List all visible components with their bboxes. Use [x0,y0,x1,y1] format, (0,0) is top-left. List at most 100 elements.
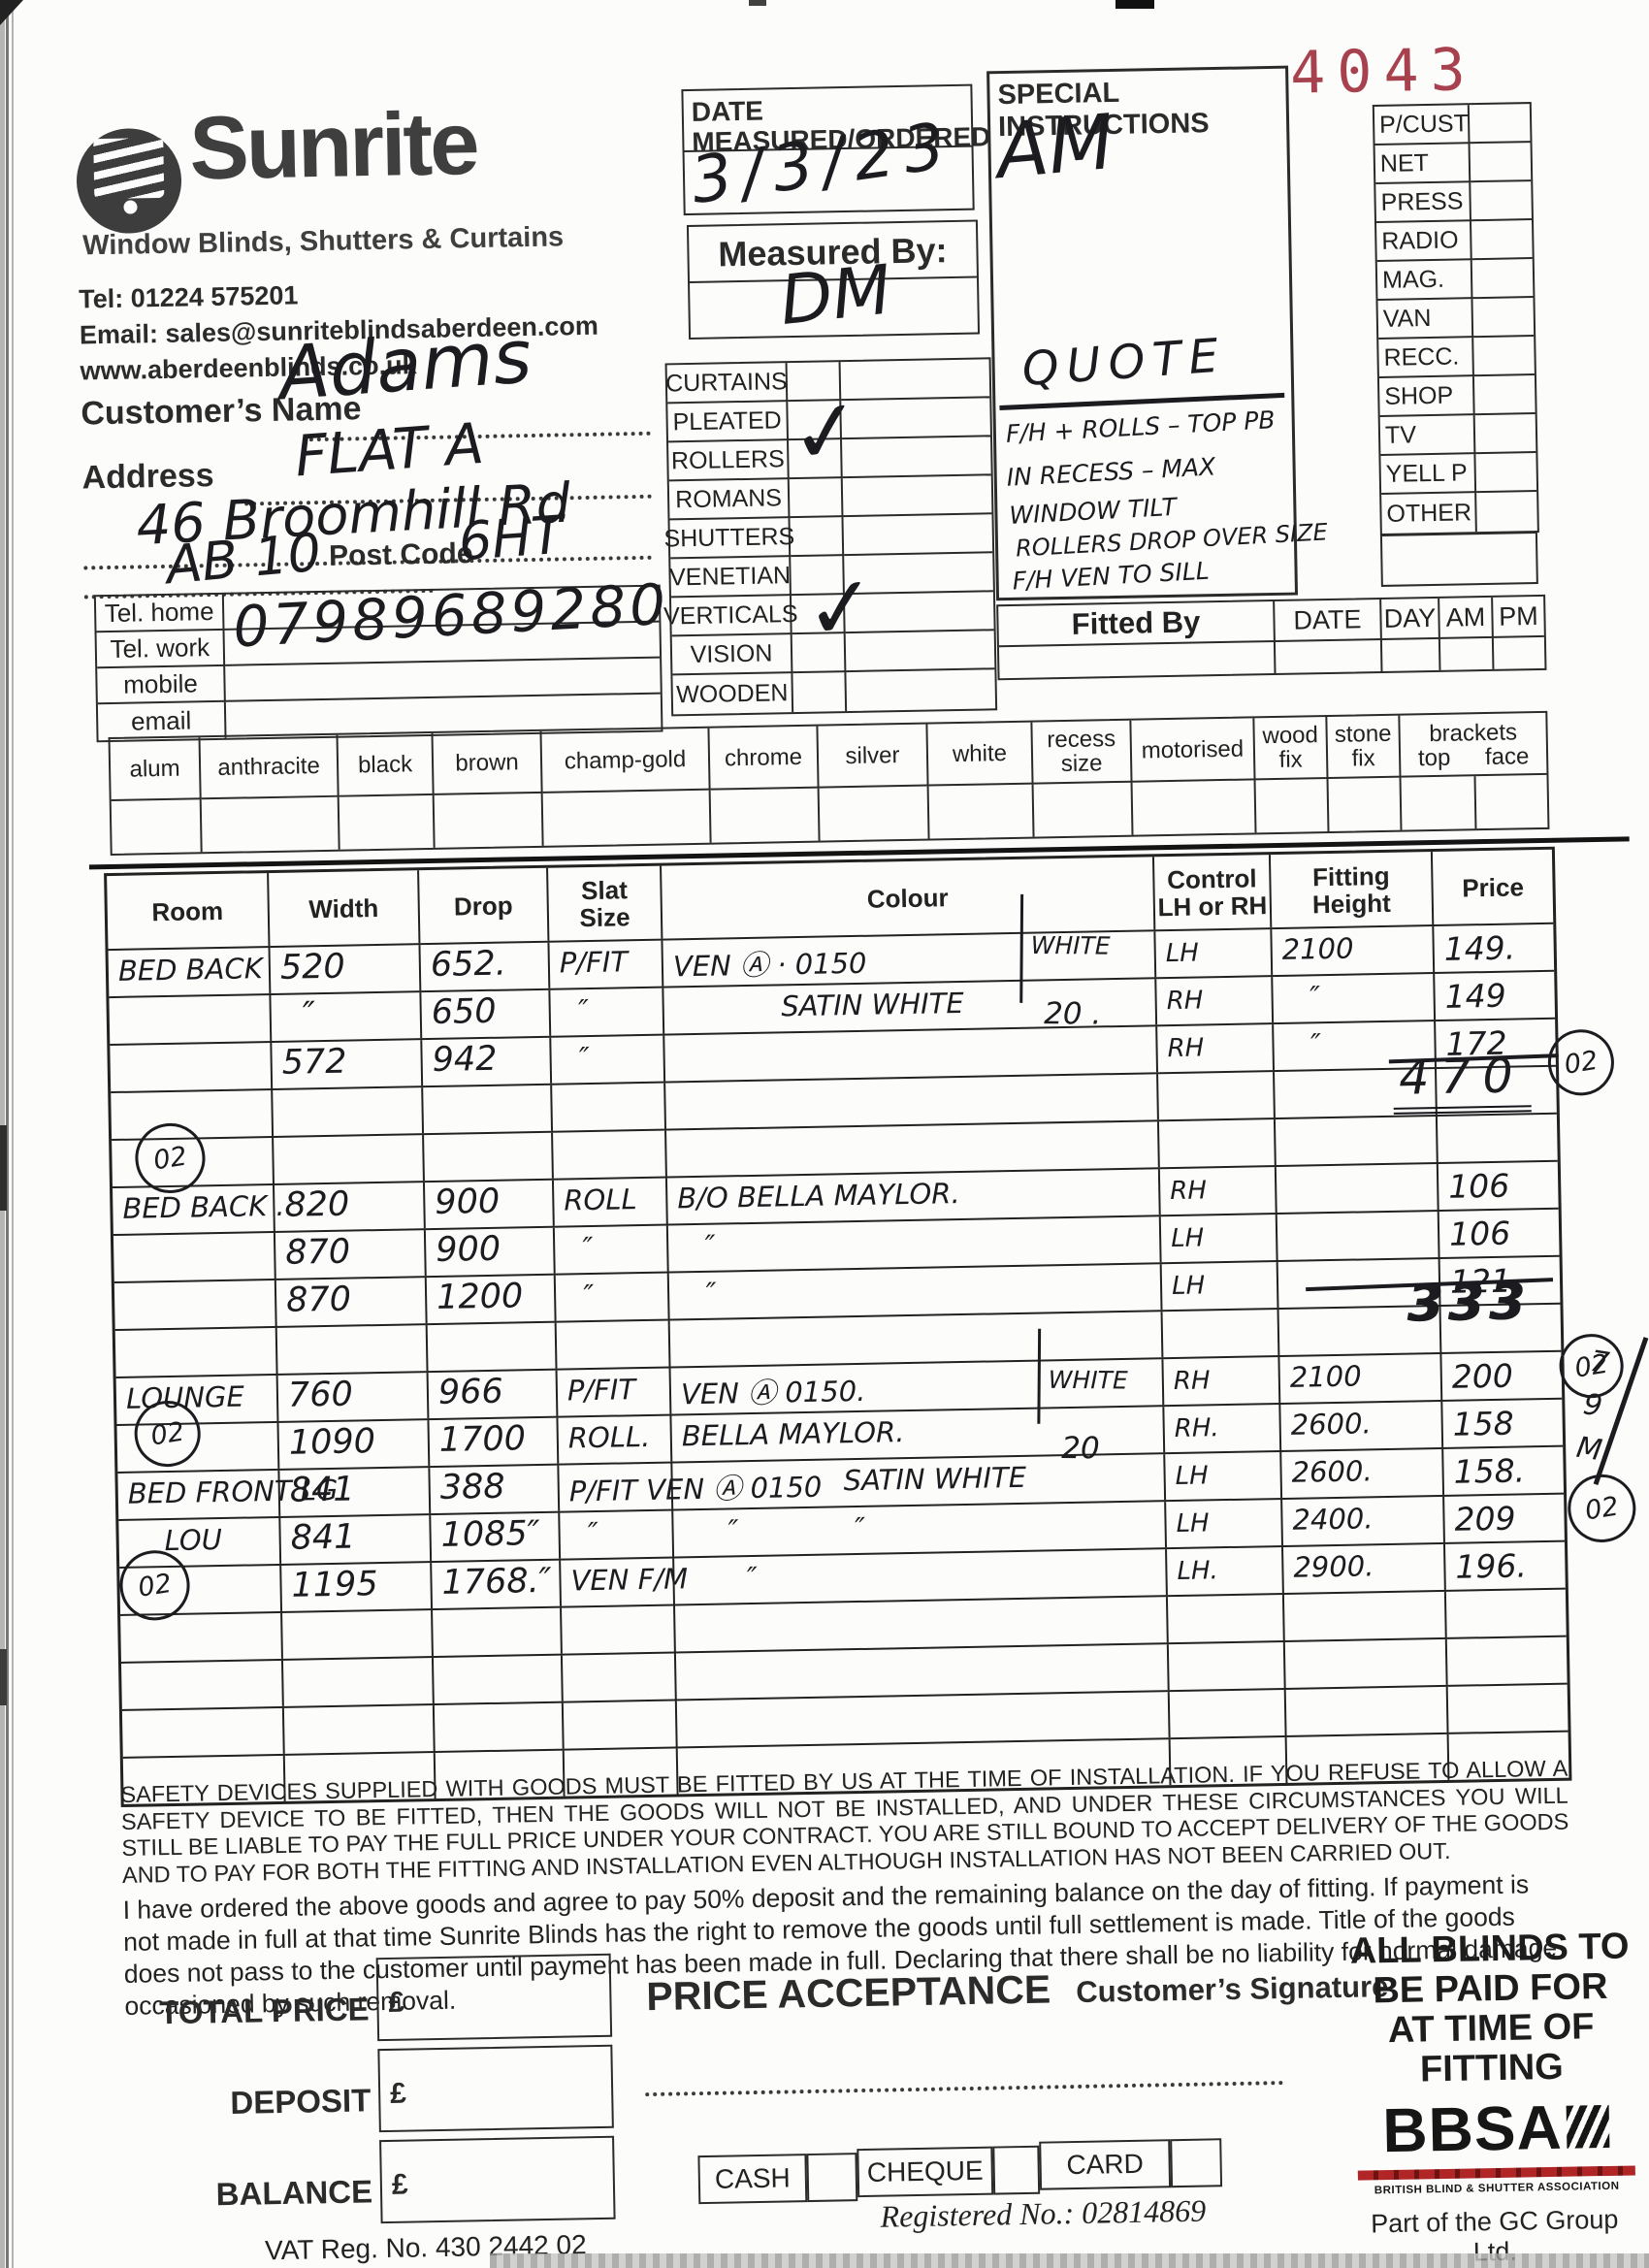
fitted-day-cell [1381,638,1441,671]
scan-edge-mark [0,1125,7,1211]
lead-check-cell [1471,181,1532,222]
order-cell-handwriting: ″ [678,1276,717,1311]
order-cell-control: RH [1163,1357,1281,1406]
scan-corner-mark [0,0,23,25]
order-cell-handwriting: LH [1175,1461,1209,1492]
order-cell-handwriting: ″ [684,1560,759,1596]
order-cell-price: 196. [1445,1542,1566,1590]
order-cell-handwriting: ″ [569,1515,599,1550]
product-label: WOODEN [672,673,794,715]
finish-label: chrome [709,726,820,791]
order-cell-control: LH [1165,1451,1283,1501]
special-note-line: IN RECESS – MAX [1006,452,1216,492]
order-cell-slat [562,1653,677,1701]
finish-label: alum [110,737,202,801]
lead-label: OTHER [1381,493,1477,534]
fitted-by-cell [998,641,1277,679]
pound-sign: £ [391,2168,408,2201]
product-label: PLEATED [667,402,790,443]
order-cell-width [282,1610,434,1659]
address-value3: AB 10 [163,521,324,597]
product-extra-cell [841,398,990,440]
header-control: Control LH or RH [1153,855,1273,930]
order-cell-width: 760 [277,1373,430,1421]
group1-total: 470 [1392,1048,1532,1115]
order-cell-handwriting: 106 [1448,1214,1511,1253]
order-cell-handwriting: 1085″ [440,1514,541,1555]
order-table: Room Width Drop Slat Size Colour Control… [104,846,1649,1807]
bbsa-logo: BBSA BRITISH BLIND & SHUTTER ASSOCIATION [1356,2090,1635,2196]
order-cell-colour: ″ [674,1549,1168,1604]
special-corner-note: AM [992,98,1117,197]
order-cell-handwriting: BED BACK [117,952,263,988]
order-cell-control: LH [1155,929,1274,978]
order-cell-handwriting: 2600. [1291,1454,1373,1489]
price-acceptance-title: PRICE ACCEPTANCE [645,1966,1051,2020]
lead-label: VAN [1377,299,1474,340]
brackets-face-label: face [1484,743,1530,771]
phone-label-home: Tel. home [95,594,225,633]
order-cell-handwriting: 149 [1444,976,1506,1016]
order-cell-handwriting: ″ [561,1041,591,1075]
bbsa-hatch-icon [1566,2104,1610,2149]
order-cell-handwriting: P/FIT [559,945,629,980]
order-cell-drop [433,1607,563,1657]
order-cell-width: 870 [275,1230,427,1279]
order-cell-handwriting: LH [1165,938,1200,969]
phone-label-mobile: mobile [97,665,226,705]
order-cell-slat: ″ [555,1273,670,1321]
lead-label: SHOP [1378,376,1475,417]
finish-label: white [927,722,1034,787]
scan-edge-line [12,0,14,2268]
pay-note-line: ALL BLINDS TO [1349,1926,1630,1972]
finish-value-cell [111,799,203,854]
order-cell-handwriting: ″ [565,1278,595,1312]
blind-icon [76,127,182,235]
order-cell-width: 520 [270,945,422,994]
pay-note: ALL BLINDS TO BE PAID FOR AT TIME OF FIT… [1347,1927,1633,2090]
order-cell-colour: ″ ″ [673,1502,1167,1557]
order-cell-handwriting: 388 [439,1467,505,1507]
order-cell-handwriting: VEN Ⓐ · 0150 [672,946,867,984]
header-fitting-height: Fitting Height [1270,852,1435,928]
order-cell-handwriting: 2600. [1290,1407,1373,1442]
qty-circle: 02 [1554,1329,1629,1403]
finish-label: stone fix [1327,715,1402,779]
pound-sign: £ [388,1986,405,2019]
lead-label: NET [1374,144,1471,184]
lead-label: YELL P [1380,454,1477,495]
order-cell-width [273,1087,425,1136]
order-cell-handwriting: 149. [1443,928,1516,968]
order-cell-control: RH [1159,1167,1277,1215]
lead-check-cell [1470,143,1532,183]
postcode-label: Post Code [328,537,473,572]
order-cell-handwriting: RH [1173,1366,1211,1397]
finish-value-cell [819,786,930,841]
product-extra-cell [846,669,995,711]
pound-sign: £ [389,2077,407,2110]
order-cell-handwriting: RH [1166,986,1204,1017]
order-cell-handwriting: SATIN WHITE [673,986,965,1025]
finish-value-cell [1255,778,1330,833]
order-cell-handwriting: ″ [677,1228,717,1263]
rollers-checkmark-icon: ✓ [784,377,868,486]
order-cell-slat: ″ [551,1035,666,1084]
order-cell-drop: 900 [425,1227,556,1277]
lead-label: TV [1379,415,1476,456]
finish-value-cell [434,793,544,848]
finish-options-table: alum anthracite black brown champ-gold c… [108,710,1550,857]
order-cell-slat: ROLL [553,1178,668,1226]
order-cell-width [282,1658,435,1706]
scan-top-mark [749,0,766,6]
order-cell-handwriting: P/FIT [566,1373,636,1408]
order-cell-drop [424,1132,554,1182]
order-cell-handwriting: 2400. [1292,1502,1374,1537]
order-cell-fit [1277,1211,1440,1261]
order-cell-handwriting: VEN F/M [570,1562,689,1598]
order-cell-room: BED FRONT LG [117,1470,339,1519]
order-cell-room: BED BACK [108,948,272,997]
order-cell-control: LH [1166,1499,1283,1548]
order-cell-fit: 2900. [1283,1543,1446,1593]
finish-value-cell [710,788,821,843]
order-cell-colour [675,1644,1170,1700]
